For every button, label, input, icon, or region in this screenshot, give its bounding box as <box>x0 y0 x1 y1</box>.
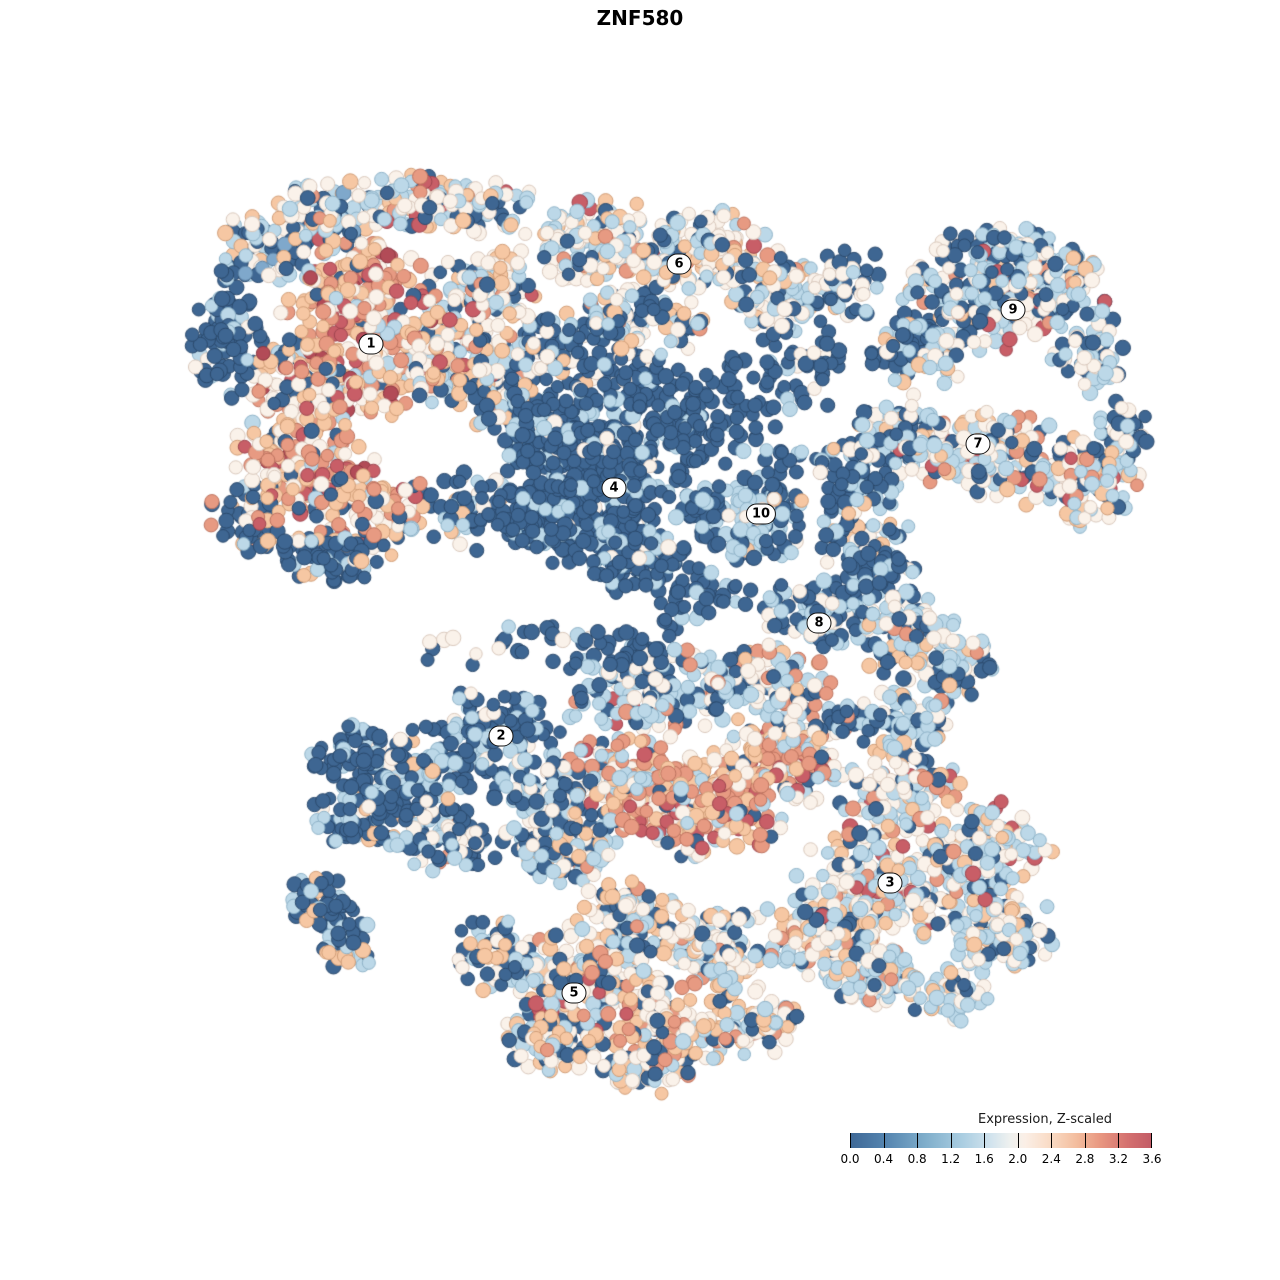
cluster-label-6: 6 <box>666 253 692 275</box>
colorbar-tick-line <box>883 1133 885 1148</box>
cluster-label-1: 1 <box>358 333 384 355</box>
colorbar-tick-label: 2.0 <box>1008 1152 1028 1166</box>
colorbar-tick-label: 3.6 <box>1142 1152 1162 1166</box>
colorbar-tick-line <box>950 1133 952 1148</box>
colorbar-tick-label: 2.4 <box>1041 1152 1061 1166</box>
cluster-label-5: 5 <box>561 982 587 1004</box>
colorbar-tick-label: 0.4 <box>874 1152 894 1166</box>
colorbar-tick-line <box>917 1133 919 1148</box>
colorbar-tick-line <box>984 1133 986 1148</box>
cluster-label-7: 7 <box>965 433 991 455</box>
cluster-label-10: 10 <box>745 503 777 525</box>
colorbar-tick-label: 0.8 <box>907 1152 927 1166</box>
colorbar-tick-line <box>1051 1133 1053 1148</box>
colorbar-tick-line <box>1017 1133 1019 1148</box>
colorbar-tick-label: 1.2 <box>941 1152 961 1166</box>
colorbar-tick-label: 3.2 <box>1108 1152 1128 1166</box>
colorbar-tick-label: 2.8 <box>1075 1152 1095 1166</box>
colorbar-tick-line <box>1118 1133 1120 1148</box>
colorbar-tick-label: 0.0 <box>840 1152 860 1166</box>
colorbar-tick-label: 1.6 <box>974 1152 994 1166</box>
cluster-label-4: 4 <box>601 477 627 499</box>
cluster-label-8: 8 <box>806 612 832 634</box>
colorbar-tick-line <box>1151 1133 1152 1148</box>
colorbar-gradient: 0.0 0.4 0.8 1.2 1.6 2.0 2.4 2.8 3.2 3.6 <box>840 1133 1162 1166</box>
colorbar-label: Expression, Z-scaled <box>978 1112 1112 1127</box>
cluster-label-2: 2 <box>488 725 514 747</box>
cluster-label-3: 3 <box>877 872 903 894</box>
colorbar-tick-line <box>850 1133 851 1148</box>
colorbar-tick-line <box>1084 1133 1086 1148</box>
cluster-label-9: 9 <box>1000 299 1026 321</box>
colorbar: Expression, Z-scaled 0.0 0.4 0.8 1.2 1.6 2.0 2… <box>840 1112 1162 1166</box>
